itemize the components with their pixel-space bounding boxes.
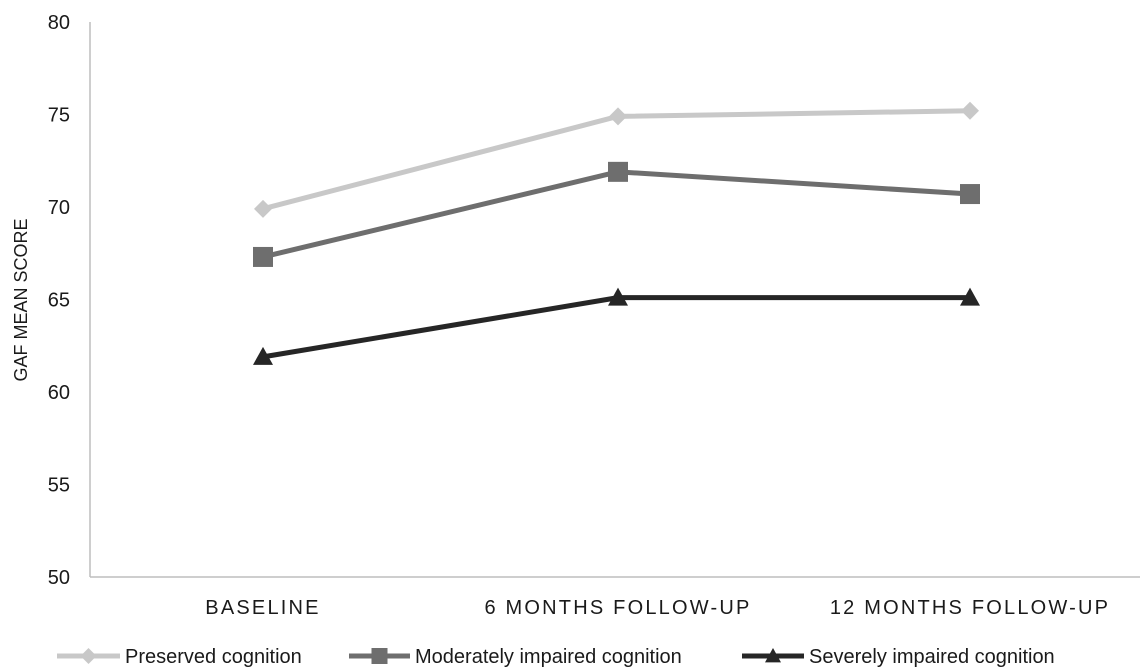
data-point-square <box>253 246 273 267</box>
y-tick-label: 50 <box>48 567 70 589</box>
series-line <box>262 169 971 260</box>
series-markers <box>253 101 980 365</box>
data-point-diamond <box>80 648 97 664</box>
data-point-square <box>960 184 980 205</box>
legend-label: Preserved cognition <box>125 646 302 668</box>
axes <box>89 22 1140 578</box>
data-point-square <box>371 648 388 664</box>
data-point-diamond <box>609 107 627 126</box>
y-tick-label: 80 <box>48 12 70 34</box>
y-axis-title: GAF MEAN SCORE <box>11 218 31 381</box>
series-line <box>262 108 971 212</box>
y-tick-label: 70 <box>48 197 70 219</box>
data-point-triangle <box>253 346 273 365</box>
x-tick-label: BASELINE <box>205 597 320 619</box>
data-point-triangle <box>608 287 628 306</box>
x-tick-labels: BASELINE 6 MONTHS FOLLOW-UP 12 MONTHS FOLL… <box>205 597 1110 619</box>
legend-label: Severely impaired cognition <box>809 646 1055 668</box>
legend-item: Moderately impaired cognition <box>349 646 682 668</box>
data-point-diamond <box>254 199 272 218</box>
data-point-diamond <box>961 101 979 120</box>
legend-item: Preserved cognition <box>57 646 302 668</box>
y-tick-labels: 50 55 60 65 70 75 80 <box>48 12 70 589</box>
series-line <box>262 295 970 360</box>
y-tick-label: 65 <box>48 290 70 312</box>
x-tick-label: 12 MONTHS FOLLOW-UP <box>830 597 1110 619</box>
legend: Preserved cognition Moderately impaired c… <box>57 646 1055 668</box>
data-point-triangle <box>960 287 980 306</box>
y-tick-label: 55 <box>48 475 70 497</box>
x-tick-label: 6 MONTHS FOLLOW-UP <box>484 597 751 619</box>
data-point-triangle <box>765 648 781 663</box>
y-tick-label: 60 <box>48 382 70 404</box>
legend-item: Severely impaired cognition <box>742 646 1055 668</box>
data-point-square <box>608 161 628 182</box>
legend-label: Moderately impaired cognition <box>415 646 682 668</box>
y-tick-label: 75 <box>48 105 70 127</box>
series-lines <box>262 108 971 360</box>
